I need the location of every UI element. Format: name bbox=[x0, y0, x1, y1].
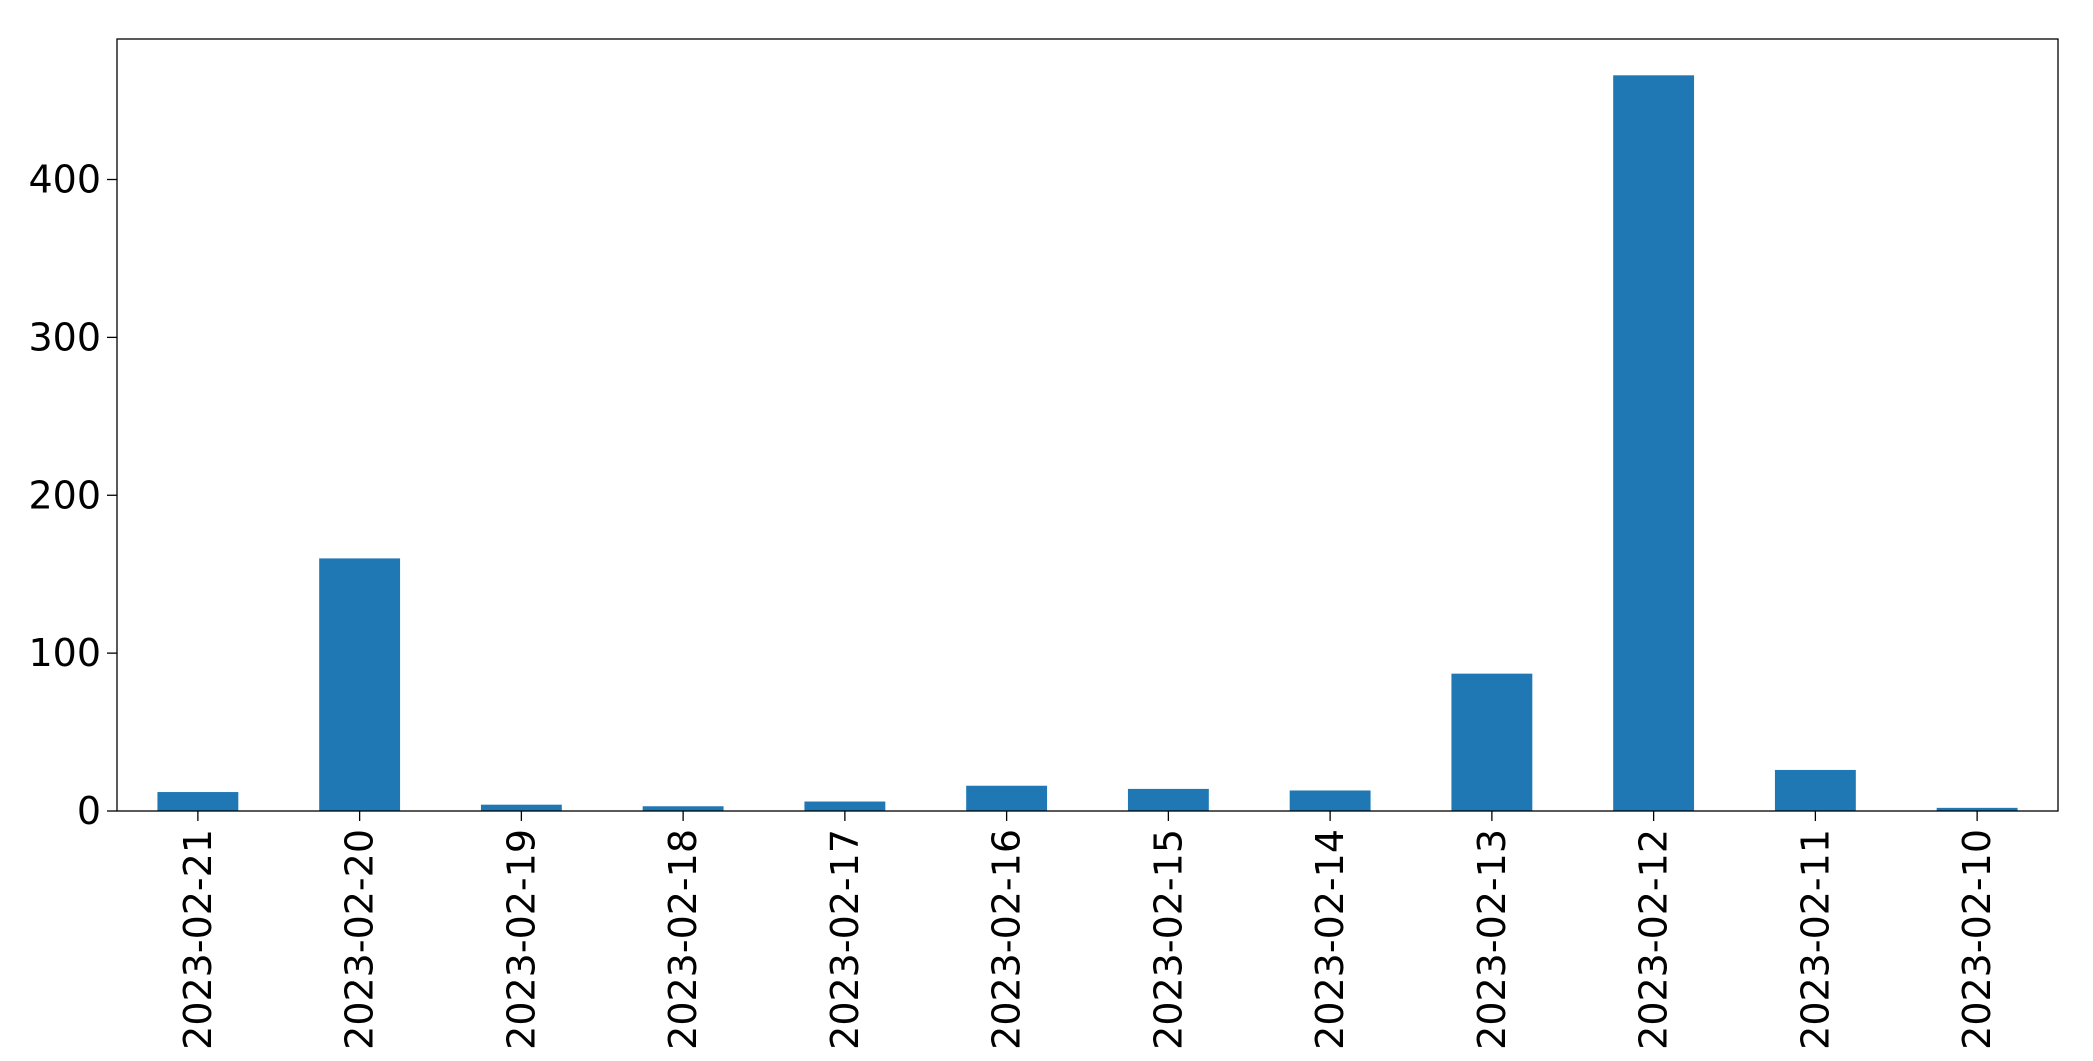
x-tick-label: 2023-02-11 bbox=[1793, 829, 1837, 1050]
bar-2023-02-11 bbox=[1774, 769, 1856, 811]
y-tick-label: 100 bbox=[28, 631, 101, 675]
y-tick-label: 300 bbox=[28, 315, 101, 359]
x-tick-label: 2023-02-19 bbox=[499, 829, 543, 1050]
bar-2023-02-20 bbox=[319, 558, 401, 811]
x-tick-label: 2023-02-16 bbox=[985, 829, 1029, 1050]
bar-2023-02-21 bbox=[157, 792, 239, 811]
bar-2023-02-14 bbox=[1289, 790, 1371, 811]
x-tick-label: 2023-02-12 bbox=[1632, 829, 1676, 1050]
x-tick-label: 2023-02-21 bbox=[176, 829, 220, 1050]
x-tick-label: 2023-02-13 bbox=[1470, 829, 1514, 1050]
x-tick-label: 2023-02-10 bbox=[1955, 829, 1999, 1050]
bar-2023-02-13 bbox=[1451, 673, 1533, 811]
bars-group bbox=[157, 75, 2018, 811]
y-axis: 0 100 200 300 400 bbox=[28, 158, 117, 833]
x-tick-label: 2023-02-15 bbox=[1146, 829, 1190, 1050]
x-tick-label: 2023-02-17 bbox=[823, 829, 867, 1050]
y-tick-label: 200 bbox=[28, 473, 101, 517]
bar-2023-02-18 bbox=[642, 806, 724, 811]
x-tick-label: 2023-02-20 bbox=[338, 829, 382, 1050]
bar-2023-02-16 bbox=[966, 785, 1048, 811]
bar-2023-02-17 bbox=[804, 801, 886, 811]
bar-2023-02-12 bbox=[1613, 75, 1695, 811]
bar-2023-02-10 bbox=[1936, 807, 2018, 811]
x-axis: 2023-02-21 2023-02-20 2023-02-19 2023-02-18… bbox=[176, 811, 1999, 1050]
bar-2023-02-19 bbox=[480, 804, 562, 811]
plot-frame bbox=[116, 38, 2059, 812]
y-tick-label: 400 bbox=[28, 158, 101, 202]
y-tick-label: 0 bbox=[77, 789, 101, 833]
x-tick-label: 2023-02-14 bbox=[1308, 829, 1352, 1050]
bar-2023-02-15 bbox=[1127, 788, 1209, 811]
x-tick-label: 2023-02-18 bbox=[661, 829, 705, 1050]
